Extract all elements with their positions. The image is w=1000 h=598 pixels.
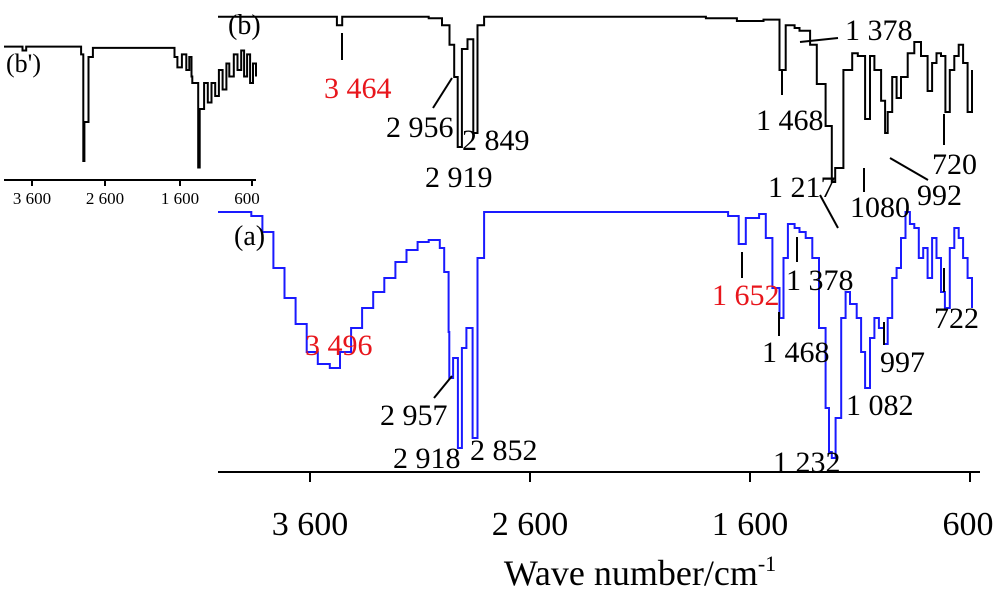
panel-label-a: (a) [234, 221, 265, 252]
annotation-a-997: 997 [880, 346, 925, 379]
marker-b-1217 [819, 194, 839, 229]
marker-b-992 [889, 157, 929, 181]
x-axis-title-main: Wave number/cm [504, 553, 758, 593]
annotation-a-1082: 1 082 [846, 389, 914, 422]
x-tick-label-2600: 2 600 [492, 506, 569, 543]
x-tick-label-3600: 3 600 [272, 506, 349, 543]
peak-markers [341, 33, 945, 399]
annotation-b-2849: 2 849 [462, 124, 530, 157]
annotation-a-2852: 2 852 [470, 434, 538, 467]
annotation-a-1468: 1 468 [762, 336, 830, 369]
annotation-b-3464: 3 464 [324, 72, 392, 105]
spectrum-b-prime-line [4, 45, 257, 169]
annotation-a-1378: 1 378 [786, 264, 854, 297]
annotation-b-720: 720 [932, 148, 977, 181]
spectrum-b-line [218, 15, 973, 183]
annotation-a-2918: 2 918 [393, 442, 461, 475]
annotation-a-722: 722 [934, 302, 979, 335]
annotation-b-992: 992 [917, 179, 962, 212]
annotation-b-1217: 1 217 [768, 171, 836, 204]
inset-x-tick-label-2600: 2 600 [86, 189, 124, 208]
x-tick-label-1600: 1 600 [712, 506, 789, 543]
annotation-a-3496: 3 496 [305, 329, 373, 362]
panel-label-b-prime: (b') [6, 49, 41, 78]
annotation-b-1378: 1 378 [845, 14, 913, 47]
annotation-b-1468: 1 468 [756, 104, 824, 137]
inset-x-tick-label-3600: 3 600 [13, 189, 51, 208]
marker-a-2957 [433, 375, 453, 399]
main-x-axis: 3 600 2 600 1 600 600 Wave number/cm-1 [218, 471, 994, 593]
panel-label-b: (b) [228, 10, 261, 41]
inset-chart: 3 600 2 600 1 600 600 (b') [4, 45, 260, 208]
annotation-b-2919: 2 919 [425, 161, 493, 194]
annotation-b-2956: 2 956 [386, 111, 454, 144]
annotation-a-2957: 2 957 [380, 399, 448, 432]
x-axis-title: Wave number/cm-1 [504, 551, 776, 593]
marker-b-2956 [432, 77, 453, 109]
x-tick-label-600: 600 [943, 506, 994, 543]
inset-x-tick-label-600: 600 [234, 189, 260, 208]
annotation-b-1080: 1080 [850, 191, 910, 224]
annotation-a-1232: 1 232 [773, 446, 841, 479]
spectrum-a-line [218, 211, 973, 459]
inset-x-tick-label-1600: 1 600 [161, 189, 199, 208]
marker-b-1378 [799, 37, 839, 43]
annotation-a-1652: 1 652 [712, 279, 780, 312]
x-axis-title-superscript: -1 [758, 551, 776, 576]
